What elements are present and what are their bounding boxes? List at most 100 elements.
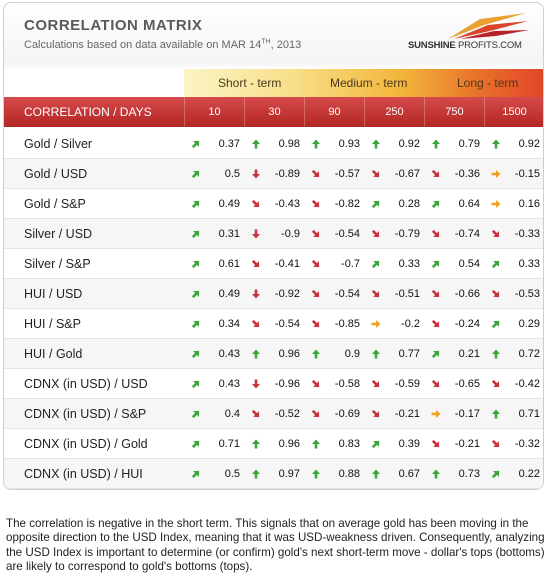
correlation-cell: -0.7 bbox=[304, 249, 364, 279]
subtitle-suffix: , 2013 bbox=[270, 39, 302, 51]
subtitle: Calculations based on data available on … bbox=[24, 38, 302, 51]
correlation-cell: -0.33 bbox=[484, 219, 543, 249]
correlation-cell: -0.9 bbox=[244, 219, 304, 249]
arrow-up-icon bbox=[311, 139, 321, 149]
arrow-right-icon bbox=[431, 409, 441, 419]
correlation-cell: 0.33 bbox=[364, 249, 424, 279]
correlation-value: 0.4 bbox=[224, 407, 240, 420]
correlation-cell: 0.98 bbox=[244, 129, 304, 159]
pair-label: Silver / USD bbox=[24, 226, 93, 241]
arrow-up-icon bbox=[431, 199, 441, 209]
correlation-value: 0.79 bbox=[458, 137, 480, 150]
arrow-up-icon bbox=[491, 139, 501, 149]
correlation-value: -0.53 bbox=[514, 287, 540, 300]
arrow-down-icon bbox=[491, 439, 501, 449]
table-row: HUI / S&P 0.34 -0.54 -0.85 -0.2 -0.24 0.29 bbox=[4, 309, 543, 339]
correlation-value: 0.29 bbox=[518, 317, 540, 330]
correlation-value: 0.77 bbox=[398, 347, 420, 360]
correlation-cell: 0.96 bbox=[244, 429, 304, 459]
correlation-cell: 0.49 bbox=[184, 279, 244, 309]
arrow-down-icon bbox=[311, 319, 321, 329]
correlation-cell: 0.92 bbox=[484, 129, 543, 159]
correlation-value: 0.34 bbox=[218, 317, 240, 330]
arrow-down-icon bbox=[431, 439, 441, 449]
correlation-matrix-panel: CORRELATION MATRIX Calculations based on… bbox=[3, 2, 544, 490]
correlation-cell: -0.2 bbox=[364, 309, 424, 339]
arrow-down-icon bbox=[491, 379, 501, 389]
arrow-up-icon bbox=[371, 439, 381, 449]
correlation-cell: -0.41 bbox=[244, 249, 304, 279]
correlation-cell: 0.92 bbox=[364, 129, 424, 159]
correlation-cell: -0.59 bbox=[364, 369, 424, 399]
sun-rays-icon bbox=[448, 13, 529, 39]
correlation-value: 0.96 bbox=[278, 437, 300, 450]
correlation-value: 0.39 bbox=[398, 437, 420, 450]
correlation-cell: -0.74 bbox=[424, 219, 484, 249]
correlation-cell: 0.49 bbox=[184, 189, 244, 219]
correlation-cell: 0.21 bbox=[424, 339, 484, 369]
pair-label: HUI / USD bbox=[24, 286, 83, 301]
days-header: 750 bbox=[424, 97, 484, 127]
logo-text: SUNSHINE PROFITS.COM bbox=[408, 40, 522, 51]
correlation-value: 0.71 bbox=[218, 437, 240, 450]
correlation-cell: 0.33 bbox=[484, 249, 543, 279]
correlation-value: -0.79 bbox=[394, 227, 420, 240]
correlation-value: -0.85 bbox=[334, 317, 360, 330]
arrow-down-icon bbox=[491, 229, 501, 239]
correlation-cell: -0.32 bbox=[484, 429, 543, 459]
correlation-value: 0.64 bbox=[458, 197, 480, 210]
correlation-cell: 0.5 bbox=[184, 159, 244, 189]
correlation-value: 0.21 bbox=[458, 347, 480, 360]
correlation-value: 0.83 bbox=[338, 437, 360, 450]
correlation-value: 0.31 bbox=[218, 227, 240, 240]
correlation-cell: 0.54 bbox=[424, 249, 484, 279]
correlation-value: 0.92 bbox=[398, 137, 420, 150]
correlation-cell: -0.51 bbox=[364, 279, 424, 309]
correlation-value: 0.22 bbox=[518, 467, 540, 480]
correlation-cell: -0.21 bbox=[424, 429, 484, 459]
correlation-value: -0.92 bbox=[274, 287, 300, 300]
correlation-value: 0.61 bbox=[218, 257, 240, 270]
correlation-cell: 0.5 bbox=[184, 459, 244, 489]
arrow-up-icon bbox=[191, 229, 201, 239]
days-header: 30 bbox=[244, 97, 304, 127]
correlation-cell: 0.71 bbox=[484, 399, 543, 429]
subtitle-sup: TH bbox=[261, 38, 271, 46]
correlation-cell: 0.31 bbox=[184, 219, 244, 249]
arrow-up-icon bbox=[191, 469, 201, 479]
correlation-cell: -0.43 bbox=[244, 189, 304, 219]
correlation-cell: 0.93 bbox=[304, 129, 364, 159]
correlation-cell: -0.79 bbox=[364, 219, 424, 249]
arrow-down-icon bbox=[311, 199, 321, 209]
arrow-down-icon bbox=[251, 169, 261, 179]
arrow-down-icon bbox=[491, 289, 501, 299]
correlation-cell: -0.92 bbox=[244, 279, 304, 309]
correlation-value: -0.15 bbox=[514, 167, 540, 180]
table-row: Silver / USD 0.31 -0.9 -0.54 -0.79 -0.74 -0.33 bbox=[4, 219, 543, 249]
pair-label: HUI / S&P bbox=[24, 316, 81, 331]
arrow-down-icon bbox=[431, 229, 441, 239]
arrow-up-icon bbox=[371, 139, 381, 149]
correlation-value: 0.49 bbox=[218, 197, 240, 210]
correlation-value: -0.52 bbox=[274, 407, 300, 420]
correlation-value: 0.43 bbox=[218, 347, 240, 360]
arrow-down-icon bbox=[251, 289, 261, 299]
correlation-cell: -0.96 bbox=[244, 369, 304, 399]
arrow-down-icon bbox=[311, 229, 321, 239]
correlation-value: -0.67 bbox=[394, 167, 420, 180]
correlation-cell: -0.58 bbox=[304, 369, 364, 399]
sunshine-profits-logo[interactable]: SUNSHINE PROFITS.COM bbox=[408, 11, 532, 57]
correlation-value: -0.43 bbox=[274, 197, 300, 210]
explanation-note: The correlation is negative in the short… bbox=[6, 517, 545, 573]
arrow-up-icon bbox=[371, 349, 381, 359]
correlation-value: -0.36 bbox=[454, 167, 480, 180]
correlation-cell: 0.22 bbox=[484, 459, 543, 489]
long-term-label: Long - term bbox=[457, 76, 519, 90]
arrow-up-icon bbox=[491, 469, 501, 479]
correlation-cell: -0.17 bbox=[424, 399, 484, 429]
table-row: CDNX (in USD) / HUI 0.5 0.97 0.88 0.67 0.73 0.… bbox=[4, 459, 543, 489]
header-row: CORRELATION / DAYS 10 30 90 250 750 1500 bbox=[4, 97, 543, 127]
correlation-cell: 0.79 bbox=[424, 129, 484, 159]
arrow-up-icon bbox=[491, 259, 501, 269]
correlation-value: -0.74 bbox=[454, 227, 480, 240]
